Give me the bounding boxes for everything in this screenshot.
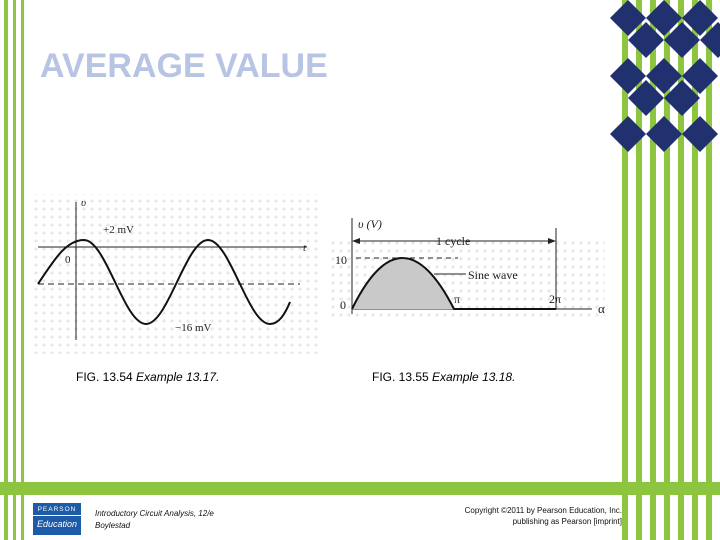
fig55-cycle-arrow-left-head	[352, 238, 360, 244]
right-stripe-6	[692, 0, 698, 540]
fig54-zero-label: 0	[65, 254, 71, 266]
fig55-ten-label: 10	[335, 253, 347, 267]
fig55-caption-text: Example 13.18.	[432, 370, 516, 384]
right-stripe-2	[636, 0, 642, 540]
fig54-axis-t-label: t	[303, 242, 307, 254]
fig55-caption-fig: FIG. 13.55	[372, 370, 429, 384]
fig55-pi-label: π	[454, 292, 460, 306]
logo-bottom-text: Education	[36, 519, 78, 529]
pearson-logo: PEARSON Education	[33, 503, 81, 535]
fig54-waveform: υ t +2 mV −16 mV 0	[30, 194, 322, 354]
left-stripe-1	[4, 0, 8, 540]
left-stripe-2	[13, 0, 16, 540]
right-stripe-3	[650, 0, 656, 540]
fig54-sine-curve	[37, 238, 291, 326]
right-stripe-7	[706, 0, 712, 540]
right-stripe-5	[678, 0, 684, 540]
diamond-pattern	[610, 0, 720, 152]
fig54-background	[30, 194, 322, 354]
footer-book-title: Introductory Circuit Analysis, 12/e	[95, 509, 214, 518]
left-stripe-3	[21, 0, 24, 540]
fig55-caption: FIG. 13.55 Example 13.18.	[372, 370, 515, 384]
footer-copyright: Copyright ©2011 by Pearson Education, In…	[465, 505, 622, 527]
fig55-zero-label: 0	[340, 298, 346, 312]
fig54-caption-fig: FIG. 13.54	[76, 370, 133, 384]
footer-book-author: Boylestad	[95, 521, 131, 530]
logo-top-text: PEARSON	[33, 503, 81, 516]
right-stripe-4	[664, 0, 670, 540]
fig54-axis-v-label: υ	[81, 197, 86, 209]
fig55-cycle-arrow-right-head	[548, 238, 556, 244]
footer-bar	[0, 482, 720, 495]
footer-copyright-line1: Copyright ©2011 by Pearson Education, In…	[464, 506, 622, 515]
fig55-axis-v-label: υ (V)	[358, 217, 382, 231]
footer-copyright-line2: publishing as Pearson [imprint]	[512, 517, 622, 526]
fig54-negative-peak-label: −16 mV	[175, 322, 212, 334]
fig55-alpha-label: α	[598, 301, 605, 316]
fig55-sine-label: Sine wave	[468, 268, 518, 282]
fig55-waveform: υ (V) 1 cycle 10 0 Sine wave π 2π α	[330, 217, 605, 318]
slide-title: AVERAGE VALUE	[40, 47, 328, 85]
fig54-caption: FIG. 13.54 Example 13.17.	[76, 370, 219, 384]
fig55-2pi-label: 2π	[549, 292, 561, 306]
fig54-caption-text: Example 13.17.	[136, 370, 220, 384]
fig54-positive-peak-label: +2 mV	[103, 224, 134, 236]
right-stripe-1	[622, 0, 628, 540]
footer-book-info: Introductory Circuit Analysis, 12/e Boyl…	[95, 508, 214, 532]
fig55-cycle-label: 1 cycle	[436, 234, 470, 248]
fig55-half-sine-curve	[351, 257, 556, 310]
